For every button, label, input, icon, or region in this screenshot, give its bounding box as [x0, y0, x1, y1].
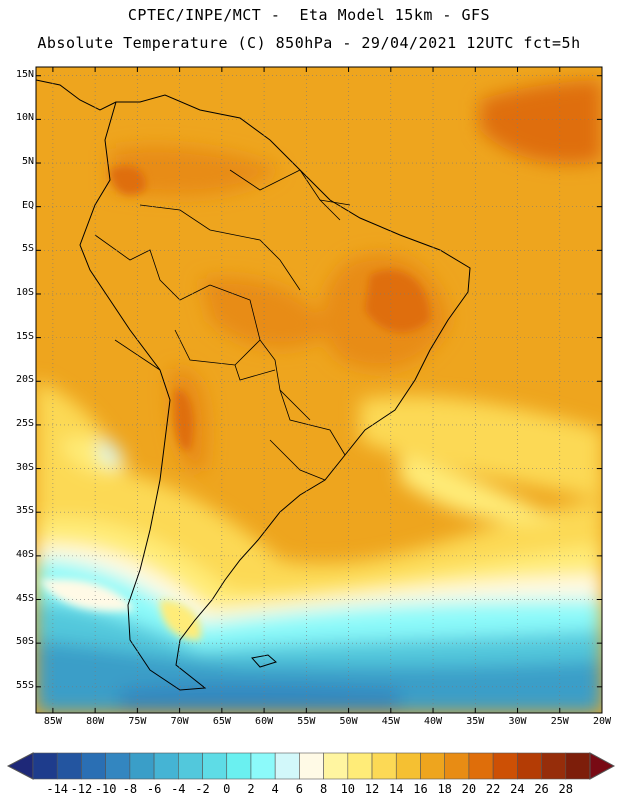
colorbar: [6, 752, 616, 780]
central-america-outline: [36, 79, 117, 111]
colorbar-swatch: [299, 752, 324, 780]
south-america-outline: [79, 94, 471, 691]
colorbar-swatch: [468, 752, 494, 780]
colorbar-label: 12: [364, 782, 380, 796]
lon-label: 25W: [550, 716, 569, 727]
colorbar-swatch: [541, 752, 567, 780]
lat-label: 5S: [21, 243, 34, 255]
colorbar-swatch: [565, 752, 591, 780]
colorbar-swatch: [56, 752, 82, 780]
lat-label: 10N: [15, 112, 34, 124]
colorbar-label: 28: [558, 782, 573, 796]
colorbar-label: 18: [437, 782, 452, 796]
colorbar-label: -2: [195, 782, 210, 796]
colorbar-label: 0: [223, 782, 231, 796]
lat-label: 20S: [15, 374, 34, 386]
colorbar-label: 26: [534, 782, 549, 796]
colorbar-swatch: [420, 752, 445, 780]
colorbar-swatch: [444, 752, 470, 780]
colorbar-label: 4: [271, 782, 279, 796]
lon-label: 60W: [255, 716, 274, 727]
colorbar-label: 8: [319, 782, 328, 796]
lat-label: EQ: [21, 199, 34, 211]
lon-label: 55W: [297, 716, 316, 727]
colorbar-swatch: [517, 752, 542, 780]
colorbar-label: -4: [171, 782, 186, 796]
colorbar-swatch: [323, 752, 349, 780]
lat-label: 10S: [15, 286, 34, 298]
lat-label: 35S: [15, 505, 34, 517]
colorbar-swatch: [250, 752, 276, 780]
falklands-outline: [251, 654, 278, 668]
axis-ticks: [36, 67, 603, 713]
colorbar-swatch: [153, 752, 179, 780]
colorbar-label: 22: [485, 782, 501, 796]
country-borders: [94, 169, 351, 481]
colorbar-swatch: [492, 752, 518, 780]
colorbar-swatch: [81, 752, 106, 780]
lat-label: 55S: [15, 679, 34, 691]
colorbar-label: -12: [70, 782, 93, 796]
lat-label: 25S: [15, 417, 34, 429]
lon-label: 40W: [424, 716, 443, 727]
lon-label: 20W: [592, 716, 612, 727]
lat-label: 50S: [15, 636, 34, 648]
colorbar-swatch: [202, 752, 228, 780]
colorbar-label: -14: [46, 782, 69, 796]
lat-label: 15S: [15, 330, 34, 342]
colorbar-over-arrow: [589, 752, 616, 780]
colorbar-swatch: [347, 752, 373, 780]
lat-label: 45S: [15, 592, 34, 604]
lat-label: 30S: [15, 461, 34, 473]
lon-label: 45W: [381, 716, 400, 727]
colorbar-label: 14: [389, 782, 404, 796]
colorbar-swatch: [129, 752, 155, 780]
map-frame: [35, 66, 603, 714]
colorbar-label: 6: [295, 782, 303, 796]
colorbar-label: -8: [122, 782, 138, 796]
map-title: CPTEC/INPE/MCT - Eta Model 15km - GFS: [127, 6, 491, 24]
colorbar-label: -6: [146, 782, 162, 796]
colorbar-swatch: [226, 752, 252, 780]
colorbar-swatch: [105, 752, 131, 780]
colorbar-label: 20: [461, 782, 477, 796]
colorbar-swatch: [178, 752, 203, 780]
colorbar-label: 2: [247, 782, 255, 796]
temperature-field: [36, 67, 602, 713]
lon-label: 75W: [128, 716, 147, 727]
lon-label: 70W: [170, 716, 189, 727]
colorbar-swatch: [395, 752, 421, 780]
colorbar-label: 24: [510, 782, 525, 796]
lon-label: 65W: [212, 716, 231, 727]
colorbar-label: -10: [94, 782, 117, 796]
colorbar-label: 16: [413, 782, 428, 796]
lat-label: 5N: [21, 156, 34, 168]
lon-label: 30W: [508, 716, 527, 727]
lon-label: 80W: [86, 716, 105, 727]
lon-label: 35W: [466, 716, 485, 727]
lat-label: 40S: [15, 548, 34, 560]
lat-label: 15N: [15, 68, 34, 80]
colorbar-swatch: [32, 752, 58, 780]
colorbar-under-arrow: [6, 752, 34, 780]
map-subtitle: Absolute Temperature (C) 850hPa - 29/04/…: [37, 34, 581, 52]
lon-label: 85W: [43, 716, 62, 727]
lon-label: 50W: [339, 716, 358, 727]
colorbar-label: 10: [340, 782, 356, 796]
colorbar-swatch: [371, 752, 397, 780]
colorbar-swatch: [274, 752, 300, 780]
